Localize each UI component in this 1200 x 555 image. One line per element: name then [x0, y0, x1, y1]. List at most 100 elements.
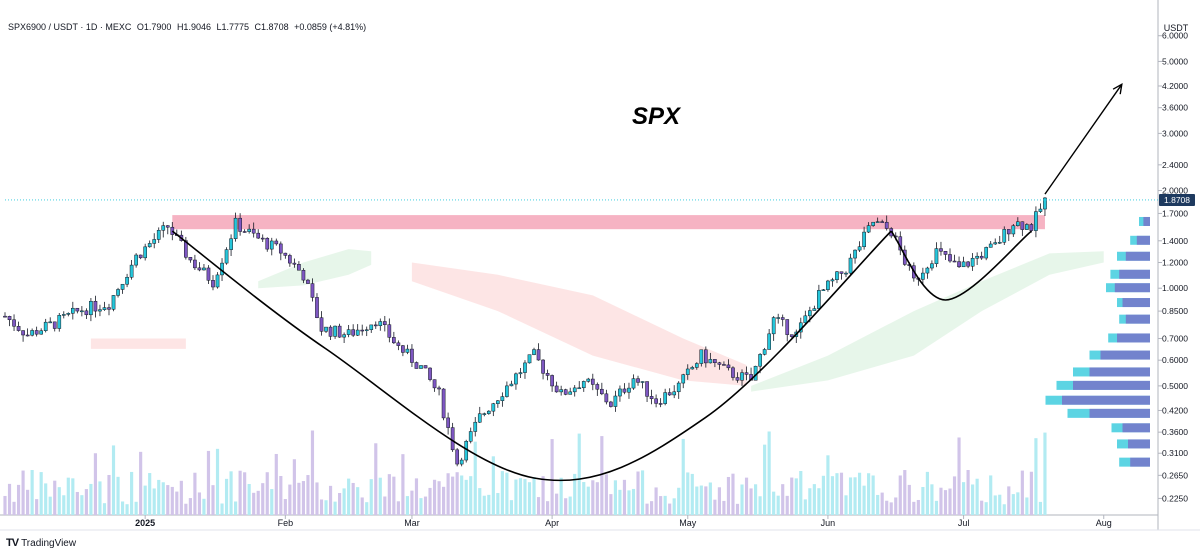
volume-bar	[527, 482, 532, 515]
candle-body	[844, 272, 848, 275]
volume-bar	[324, 500, 328, 515]
volume-bar	[880, 492, 884, 515]
volume-bar	[835, 473, 839, 515]
candle-body	[627, 387, 631, 393]
candle-body	[604, 393, 609, 403]
candle-body	[52, 321, 57, 329]
y-tick-label: 2.4000	[1162, 160, 1188, 170]
candle-body	[550, 375, 554, 387]
volume-bar	[595, 482, 599, 515]
volume-bar	[622, 479, 627, 515]
candle-body	[690, 367, 695, 370]
candle-body	[857, 246, 862, 251]
candle-body	[269, 240, 274, 250]
volume-bar	[396, 501, 400, 515]
x-tick-label: Mar	[404, 518, 420, 528]
candle-body	[952, 260, 957, 263]
candle-body	[658, 403, 663, 405]
volume-bar	[889, 502, 893, 515]
candle-body	[731, 367, 735, 378]
candle-body	[107, 307, 111, 310]
candle-body	[111, 295, 116, 310]
volume-profile-bar	[1073, 380, 1150, 390]
volume-bar	[148, 473, 152, 515]
volume-bar	[442, 486, 446, 515]
volume-profile-bar	[1122, 298, 1150, 308]
candle-body	[514, 373, 518, 385]
volume-bar	[980, 500, 984, 515]
candle-body	[563, 389, 568, 395]
volume-bar	[365, 502, 369, 515]
candle-body	[39, 330, 44, 335]
candle-body	[830, 279, 835, 282]
volume-profile-bar	[1100, 350, 1150, 360]
candle-body	[414, 362, 419, 369]
volume-bar	[270, 489, 274, 515]
candle-body	[75, 307, 80, 312]
volume-bar	[803, 499, 807, 515]
volume-bar	[722, 500, 726, 515]
handle-pattern-arc	[890, 230, 1032, 301]
candle-body	[884, 221, 889, 229]
volume-bar	[401, 454, 405, 515]
symbol-label[interactable]: SPX6900 / USDT · 1D · MEXC	[8, 22, 132, 32]
candle-body	[1043, 197, 1047, 210]
candle-body	[704, 349, 708, 364]
volume-bar	[202, 498, 206, 515]
volume-bar	[66, 477, 70, 515]
volume-bar	[744, 477, 749, 515]
candle-body	[496, 400, 500, 404]
volume-bar	[451, 476, 455, 515]
volume-bar	[993, 495, 997, 515]
volume-bar	[591, 480, 595, 515]
candle-body	[1034, 211, 1038, 231]
volume-bar	[952, 476, 957, 515]
volume-bar	[555, 493, 559, 515]
candle-body	[66, 313, 71, 315]
candle-body	[948, 254, 952, 262]
candle-body	[337, 325, 342, 338]
volume-bar	[238, 470, 242, 515]
volume-bar	[419, 498, 423, 515]
breakout-arrow-line	[1044, 83, 1123, 195]
volume-bar	[989, 475, 993, 515]
candle-body	[184, 240, 188, 258]
candle-body	[708, 359, 713, 364]
volume-bar	[885, 500, 889, 515]
candle-body	[491, 403, 496, 412]
candle-body	[500, 396, 505, 401]
volume-bar	[726, 476, 731, 515]
volume-bar	[234, 501, 238, 515]
volume-bar	[378, 477, 382, 515]
candle-body	[740, 372, 744, 381]
candle-body	[455, 449, 459, 465]
candle-body	[505, 385, 509, 397]
candle-body	[826, 280, 830, 290]
volume-bar	[455, 472, 459, 515]
candle-body	[251, 228, 256, 234]
tradingview-brand[interactable]: TV TradingView	[6, 537, 76, 549]
y-tick-label: 1.2000	[1162, 258, 1188, 268]
candle-body	[997, 241, 1002, 244]
volume-bar	[139, 451, 143, 515]
candle-body	[966, 261, 970, 267]
candle-body	[324, 326, 328, 332]
candle-body	[278, 243, 283, 254]
candle-body	[631, 378, 636, 389]
volume-bar	[306, 475, 310, 515]
volume-bar	[188, 498, 192, 515]
candle-body	[735, 377, 740, 381]
candle-body	[694, 363, 699, 368]
volume-bar	[482, 495, 486, 515]
brand-label: TradingView	[21, 537, 77, 549]
candle-body	[780, 317, 785, 320]
cup-pattern-arc	[171, 230, 892, 482]
candle-body	[1015, 221, 1020, 226]
candle-body	[423, 365, 428, 369]
candle-body	[771, 317, 776, 335]
candle-body	[541, 359, 545, 374]
candle-body	[645, 381, 649, 397]
candle-body	[102, 307, 107, 310]
y-tick-label: 1.0000	[1162, 283, 1188, 293]
